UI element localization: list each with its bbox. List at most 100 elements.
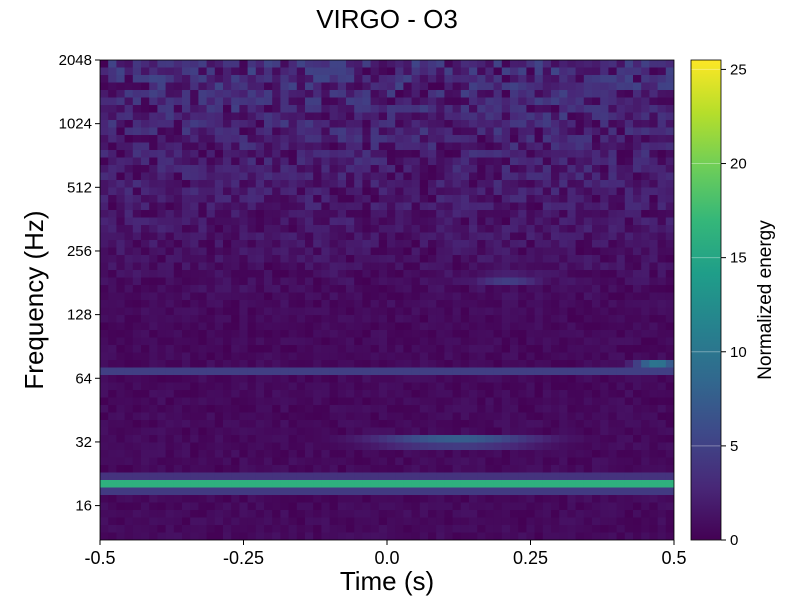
heatmap-cell (428, 90, 437, 99)
heatmap-cell (165, 465, 175, 474)
heatmap-cell (141, 105, 150, 114)
heatmap-cell (149, 397, 158, 406)
heatmap-cell (255, 510, 265, 519)
heatmap-cell (633, 135, 642, 144)
heatmap-cell (419, 67, 429, 76)
heatmap-cell (460, 495, 470, 504)
heatmap-cell (649, 180, 659, 189)
heatmap-cell (485, 210, 495, 219)
heatmap-cell (616, 495, 626, 504)
heatmap-cell (657, 157, 667, 166)
heatmap-cell (206, 427, 216, 436)
heatmap-cell (231, 82, 240, 91)
heatmap-cell (321, 187, 331, 196)
heatmap-cell (247, 412, 257, 421)
heatmap-cell (592, 330, 601, 339)
heatmap-cell (665, 435, 674, 444)
colorbar-frame (690, 59, 722, 541)
heatmap-cell (641, 75, 650, 84)
heatmap-cell (378, 412, 388, 421)
heatmap-cell (362, 532, 372, 540)
heatmap-cell (329, 390, 339, 399)
heatmap-cell (403, 420, 413, 429)
heatmap-cell (559, 262, 568, 271)
heatmap-cell (272, 67, 281, 76)
heatmap-cell (190, 480, 199, 489)
heatmap-cell (362, 322, 372, 331)
heatmap-cell (141, 487, 150, 496)
heatmap-cell (280, 120, 290, 129)
heatmap-cell (157, 255, 167, 264)
heatmap-cell (469, 262, 478, 271)
heatmap-cell (182, 60, 191, 69)
heatmap-cell (600, 435, 609, 444)
heatmap-cell (329, 292, 339, 301)
heatmap-cell (526, 97, 536, 106)
heatmap-cell (501, 330, 511, 339)
heatmap-cell (124, 142, 134, 151)
heatmap-cell (419, 157, 429, 166)
heatmap-cell (190, 127, 199, 136)
heatmap-cell (116, 67, 126, 76)
heatmap-cell (411, 322, 421, 331)
heatmap-cell (641, 472, 650, 481)
heatmap-cell (469, 127, 478, 136)
heatmap-cell (542, 135, 552, 144)
heatmap-cell (657, 187, 667, 196)
heatmap-cell (231, 262, 240, 271)
heatmap-cell (214, 345, 224, 354)
heatmap-cell (608, 465, 618, 474)
heatmap-cell (649, 480, 659, 489)
heatmap-cell (272, 502, 281, 511)
heatmap-cell (510, 405, 519, 414)
heatmap-cell (649, 120, 659, 129)
heatmap-cell (485, 465, 495, 474)
heatmap-cell (190, 97, 199, 106)
heatmap-cell (387, 375, 396, 384)
heatmap-cell (182, 487, 191, 496)
heatmap-cell (395, 360, 404, 369)
heatmap-cell (641, 390, 650, 399)
heatmap-cell (288, 525, 298, 534)
heatmap-cell (592, 187, 601, 196)
heatmap-cell (354, 270, 363, 279)
heatmap-cell (141, 337, 150, 346)
heatmap-cell (239, 502, 249, 511)
heatmap-cell (534, 525, 544, 534)
heatmap-cell (141, 225, 150, 234)
heatmap-cell (575, 195, 585, 204)
heatmap-cell (272, 90, 281, 99)
heatmap-cell (214, 420, 224, 429)
heatmap-cell (559, 465, 568, 474)
heatmap-cell (305, 457, 314, 466)
heatmap-cell (255, 112, 265, 121)
y-tick-label: 128 (67, 307, 92, 324)
heatmap-cell (419, 442, 429, 451)
heatmap-cell (132, 210, 142, 219)
heatmap-cell (346, 127, 355, 136)
heatmap-cell (592, 450, 601, 459)
heatmap-cell (452, 120, 462, 129)
heatmap-cell (559, 240, 568, 249)
heatmap-cell (346, 210, 355, 219)
heatmap-cell (354, 285, 363, 294)
heatmap-cell (510, 195, 519, 204)
heatmap-cell (592, 322, 601, 331)
heatmap-cell (247, 420, 257, 429)
heatmap-cell (231, 405, 240, 414)
heatmap-cell (231, 195, 240, 204)
heatmap-cell (149, 345, 158, 354)
heatmap-cell (116, 187, 126, 196)
heatmap-cell (321, 502, 331, 511)
heatmap-cell (477, 165, 486, 174)
heatmap-cell (624, 195, 634, 204)
heatmap-cell (411, 382, 421, 391)
heatmap-cell (370, 240, 380, 249)
heatmap-cell (313, 82, 322, 91)
heatmap-cell (616, 487, 626, 496)
heatmap-cell (157, 307, 167, 316)
heatmap-cell (403, 187, 413, 196)
heatmap-cell (296, 427, 306, 436)
heatmap-cell (108, 442, 117, 451)
heatmap-cell (239, 112, 249, 121)
